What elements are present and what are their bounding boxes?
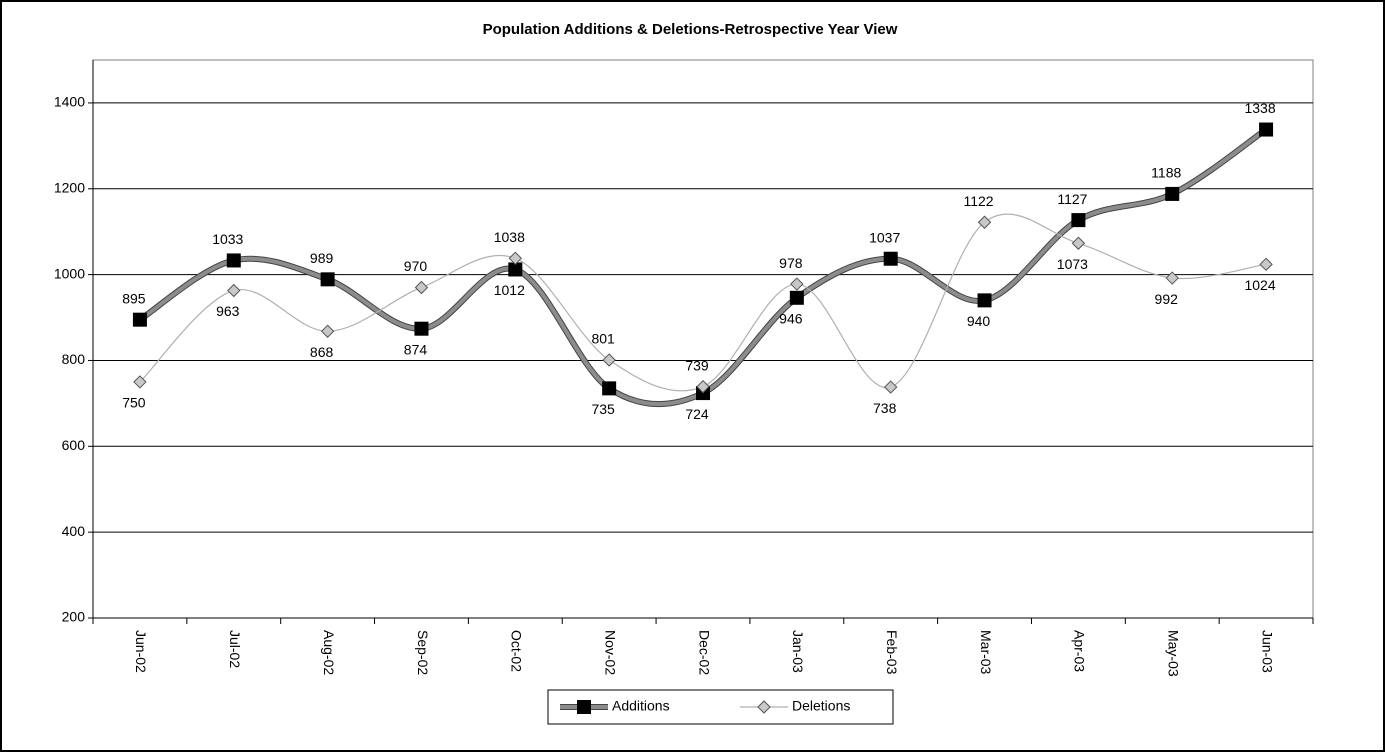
x-tick-label: Nov-02: [602, 630, 618, 675]
marker-square: [508, 262, 523, 277]
marker-diamond: [1259, 257, 1273, 272]
data-label: 989: [310, 250, 334, 266]
data-label: 946: [779, 310, 803, 326]
marker-square: [789, 290, 804, 305]
data-label: 940: [967, 313, 991, 329]
marker-diamond: [883, 380, 898, 394]
marker-square: [977, 293, 992, 308]
data-label: 1037: [869, 229, 900, 245]
x-tick-label: Mar-03: [978, 630, 994, 675]
data-label: 735: [591, 401, 615, 417]
x-tick-label: Oct-02: [509, 630, 525, 672]
marker-square: [414, 321, 429, 336]
data-label: 1033: [212, 231, 243, 247]
data-label: 750: [122, 395, 146, 411]
y-tick-label: 800: [62, 351, 86, 367]
y-tick-label: 400: [62, 523, 86, 539]
marker-diamond: [1165, 271, 1179, 285]
y-tick-label: 600: [62, 437, 86, 453]
data-label: 963: [216, 303, 240, 319]
data-label: 1122: [963, 193, 993, 209]
marker-diamond: [1071, 236, 1086, 250]
x-tick-label: Dec-02: [696, 630, 712, 675]
data-label: 1024: [1244, 277, 1275, 293]
y-tick-label: 1400: [54, 94, 85, 110]
marker-square: [226, 253, 241, 268]
data-label: 1073: [1057, 256, 1088, 272]
marker-square: [132, 312, 147, 327]
data-label: 874: [404, 341, 428, 357]
marker-diamond: [227, 283, 241, 298]
marker-square: [1165, 186, 1180, 201]
plot-area: [92, 59, 1314, 619]
marker-diamond: [757, 700, 771, 714]
marker-diamond: [508, 251, 523, 266]
data-label: 1038: [494, 229, 525, 245]
y-tick-label: 200: [62, 609, 86, 625]
data-label: 1188: [1151, 165, 1181, 181]
marker-square: [320, 272, 335, 287]
data-label: 992: [1155, 291, 1179, 307]
data-label: 738: [873, 400, 897, 416]
x-tick-label: Jun-03: [1259, 630, 1275, 673]
marker-diamond: [602, 353, 616, 367]
data-label: 739: [685, 357, 709, 373]
x-tick-label: Aug-02: [321, 630, 337, 675]
data-label: 801: [591, 331, 615, 347]
data-label: 970: [404, 258, 428, 274]
marker-diamond: [696, 379, 710, 394]
marker-square: [1071, 213, 1086, 228]
x-tick-label: Apr-03: [1072, 630, 1088, 672]
data-label: 1127: [1057, 191, 1087, 207]
marker-diamond: [133, 375, 147, 389]
x-tick-label: Jan-03: [790, 630, 806, 673]
data-label: 724: [685, 406, 709, 422]
marker-square: [577, 700, 591, 714]
legend-label: Additions: [612, 698, 670, 714]
y-tick-label: 1000: [54, 265, 85, 281]
marker-square: [602, 381, 617, 396]
x-tick-label: Jul-02: [227, 630, 243, 668]
data-label: 868: [310, 344, 334, 360]
data-label: 1012: [494, 282, 525, 298]
x-tick-label: Jun-02: [133, 630, 149, 673]
chart-title: Population Additions & Deletions-Retrosp…: [483, 21, 898, 38]
x-tick-label: Feb-03: [884, 630, 900, 675]
y-tick-label: 1200: [54, 179, 85, 195]
marker-diamond: [414, 280, 429, 295]
marker-diamond: [320, 324, 335, 338]
x-tick-label: May-03: [1166, 630, 1182, 677]
data-label: 895: [122, 290, 146, 306]
marker-diamond: [977, 215, 992, 229]
data-label: 1338: [1244, 100, 1275, 116]
marker-square: [1259, 122, 1274, 137]
legend-label: Deletions: [792, 698, 850, 714]
marker-square: [883, 251, 898, 266]
marker-diamond: [790, 277, 804, 291]
x-tick-label: Sep-02: [415, 630, 431, 675]
data-label: 978: [779, 255, 803, 271]
